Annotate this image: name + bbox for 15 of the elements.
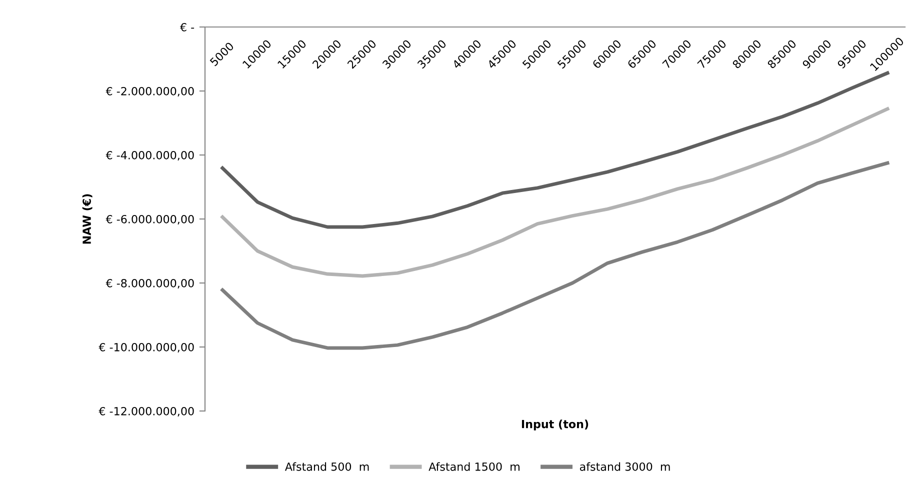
y-tick-label: € -4.000.000,00 [106, 150, 194, 161]
legend-label: Afstand 1500 m [428, 462, 520, 471]
y-tick-label: € -10.000.000,00 [98, 342, 194, 353]
line-series [220, 71, 890, 229]
legend-label: Afstand 500 m [284, 462, 369, 471]
y-tick-label: € -8.000.000,00 [106, 278, 194, 289]
y-tick-label: € - [180, 22, 194, 32]
x-axis-title: Input (ton) [522, 420, 588, 430]
y-tick-label: € -2.000.000,00 [106, 86, 194, 97]
line-series [220, 161, 890, 350]
legend-label: afstand 3000 m [580, 462, 670, 471]
y-axis-title: NAW (€) [82, 194, 92, 244]
line-series [220, 107, 890, 278]
y-tick-label: € -6.000.000,00 [106, 214, 194, 225]
y-tick-label: € -12.000.000,00 [98, 406, 194, 417]
